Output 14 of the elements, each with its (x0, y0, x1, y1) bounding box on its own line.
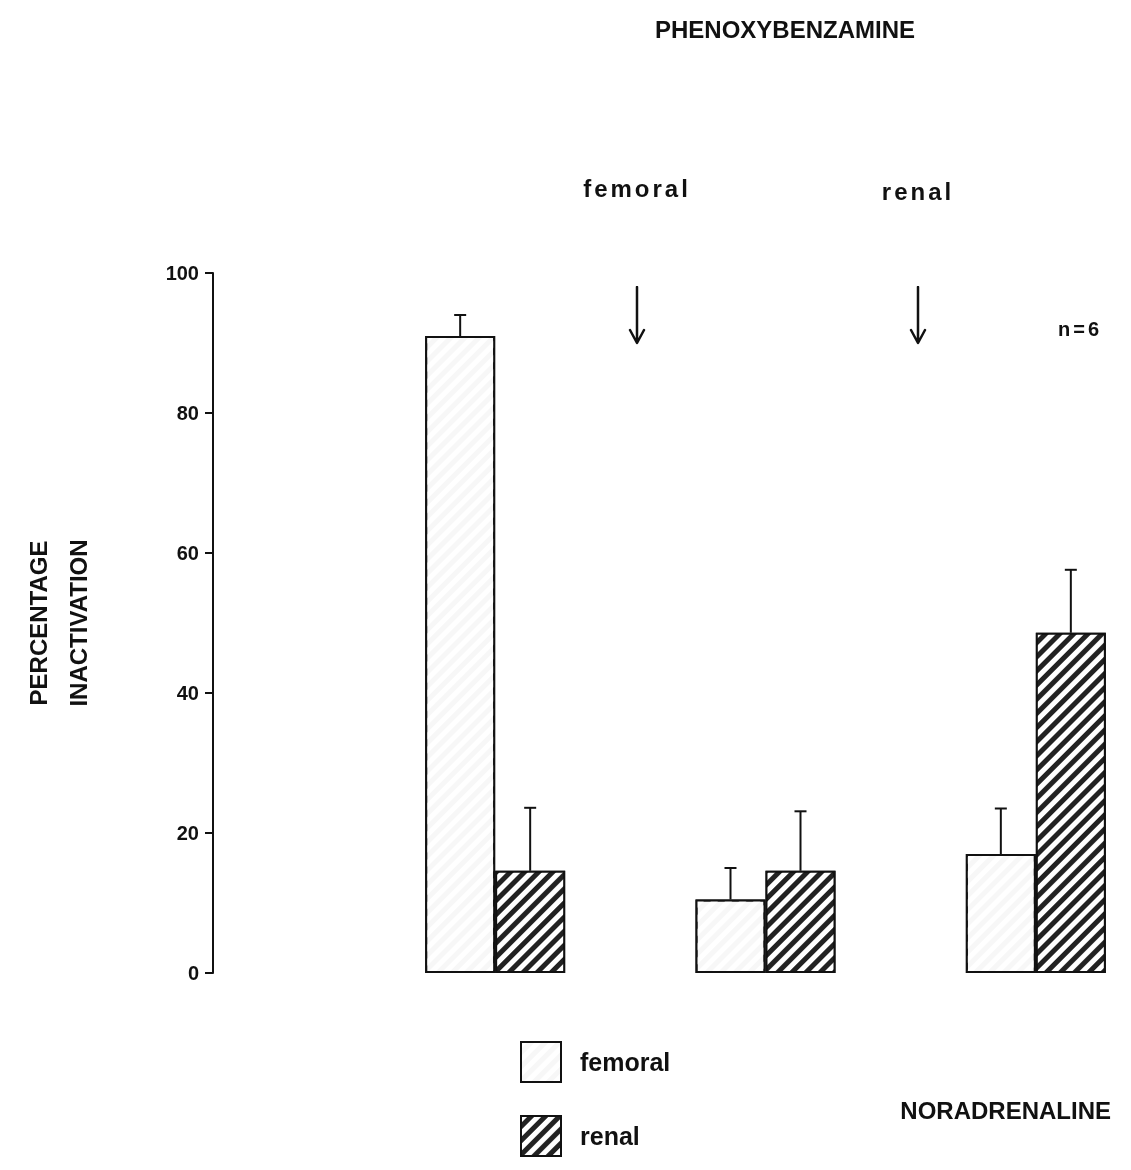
y-tick-label: 80 (176, 402, 199, 424)
legend-label: femoral (580, 1048, 671, 1076)
y-axis-title: PERCENTAGE INACTIVATION (24, 539, 92, 707)
y-tick-label: 100 (165, 262, 199, 284)
y-tick-label: 40 (176, 682, 199, 704)
x-axis-title: NORADRENALINE (900, 1096, 1111, 1124)
text: femoral (583, 175, 691, 203)
text: renal (881, 178, 955, 206)
y-tick-label: 0 (187, 962, 199, 984)
y-tick-label: 20 (176, 822, 199, 844)
chart-title: PHENOXYBENZAMINE (654, 15, 916, 43)
y-tick-label: 60 (176, 542, 199, 564)
annotation: n=6 (1057, 318, 1103, 341)
legend-label: renal (580, 1122, 640, 1150)
